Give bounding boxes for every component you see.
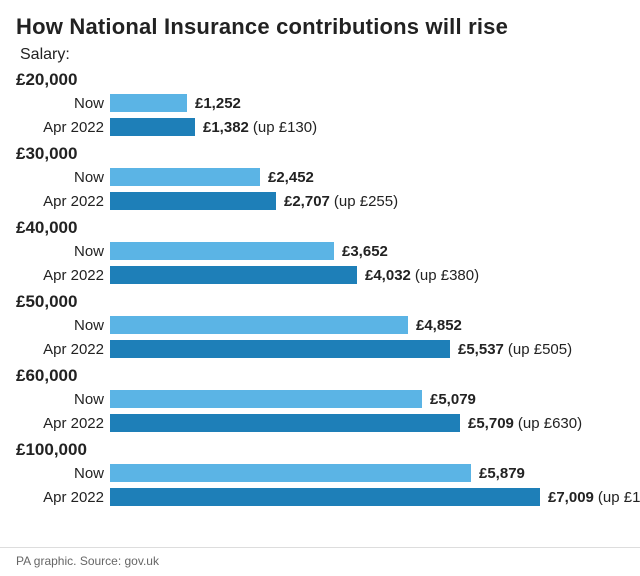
bar-row-now: Now £5,079 bbox=[16, 388, 624, 410]
bar-apr bbox=[110, 340, 450, 358]
period-label-apr: Apr 2022 bbox=[16, 489, 110, 506]
bar-apr bbox=[110, 266, 357, 284]
footer-rule bbox=[0, 547, 640, 548]
value-now: £5,079 bbox=[430, 391, 476, 408]
period-label-apr: Apr 2022 bbox=[16, 119, 110, 136]
bar-now bbox=[110, 316, 408, 334]
bar-now bbox=[110, 168, 260, 186]
salary-heading: £50,000 bbox=[16, 292, 624, 312]
bar-now bbox=[110, 242, 334, 260]
salary-group: £60,000 Now £5,079 Apr 2022 £5,709(up £630) bbox=[16, 366, 624, 434]
increase-label: (up £255) bbox=[334, 193, 398, 210]
value-apr: £2,707 bbox=[284, 193, 330, 210]
bar-row-apr: Apr 2022 £2,707(up £255) bbox=[16, 190, 624, 212]
salary-group: £100,000Now£5,879Apr 2022£7,009(up £1,13… bbox=[16, 440, 624, 508]
bar-apr bbox=[110, 488, 540, 506]
salary-subhead: Salary: bbox=[20, 46, 624, 64]
chart-body: £20,000Now£1,252Apr 2022£1,382(up £130)£… bbox=[16, 70, 624, 508]
period-label-now: Now bbox=[16, 317, 110, 334]
bar-now bbox=[110, 94, 187, 112]
bar-apr bbox=[110, 192, 276, 210]
salary-group: £40,000 Now £3,652 Apr 2022 £4,032(up £380) bbox=[16, 218, 624, 286]
increase-label: (up £630) bbox=[518, 415, 582, 432]
bar-now bbox=[110, 390, 422, 408]
increase-label: (up £130) bbox=[253, 119, 317, 136]
period-label-apr: Apr 2022 bbox=[16, 341, 110, 358]
salary-group: £30,000 Now £2,452 Apr 2022 £2,707(up £255) bbox=[16, 144, 624, 212]
value-apr: £4,032 bbox=[365, 267, 411, 284]
increase-label: (up £380) bbox=[415, 267, 479, 284]
period-label-now: Now bbox=[16, 465, 110, 482]
value-apr: £5,709 bbox=[468, 415, 514, 432]
increase-label: (up £505) bbox=[508, 341, 572, 358]
value-now: £5,879 bbox=[479, 465, 525, 482]
bar-row-apr: Apr 2022£7,009(up £1,130) bbox=[16, 486, 624, 508]
chart-title: How National Insurance contributions wil… bbox=[16, 14, 624, 40]
period-label-now: Now bbox=[16, 391, 110, 408]
bar-row-now: Now £1,252 bbox=[16, 92, 624, 114]
value-now: £4,852 bbox=[416, 317, 462, 334]
value-apr: £5,537 bbox=[458, 341, 504, 358]
bar-row-apr: Apr 2022 £1,382(up £130) bbox=[16, 116, 624, 138]
ni-contributions-chart: How National Insurance contributions wil… bbox=[0, 0, 640, 576]
salary-heading: £40,000 bbox=[16, 218, 624, 238]
value-apr: £7,009 bbox=[548, 489, 594, 506]
period-label-apr: Apr 2022 bbox=[16, 193, 110, 210]
bar-row-apr: Apr 2022 £5,709(up £630) bbox=[16, 412, 624, 434]
bar-now bbox=[110, 464, 471, 482]
period-label-apr: Apr 2022 bbox=[16, 415, 110, 432]
period-label-apr: Apr 2022 bbox=[16, 267, 110, 284]
salary-group: £50,000 Now £4,852 Apr 2022 £5,537(up £505) bbox=[16, 292, 624, 360]
increase-label: (up £1,130) bbox=[598, 489, 640, 506]
salary-group: £20,000 Now £1,252 Apr 2022 £1,382(up £130) bbox=[16, 70, 624, 138]
bar-row-apr: Apr 2022 £5,537(up £505) bbox=[16, 338, 624, 360]
salary-heading: £30,000 bbox=[16, 144, 624, 164]
value-now: £3,652 bbox=[342, 243, 388, 260]
salary-heading: £60,000 bbox=[16, 366, 624, 386]
chart-footer: PA graphic. Source: gov.uk bbox=[16, 554, 159, 568]
period-label-now: Now bbox=[16, 169, 110, 186]
period-label-now: Now bbox=[16, 95, 110, 112]
value-now: £2,452 bbox=[268, 169, 314, 186]
bar-apr bbox=[110, 414, 460, 432]
bar-row-apr: Apr 2022 £4,032(up £380) bbox=[16, 264, 624, 286]
bar-row-now: Now £5,879 bbox=[16, 462, 624, 484]
period-label-now: Now bbox=[16, 243, 110, 260]
salary-heading: £20,000 bbox=[16, 70, 624, 90]
bar-row-now: Now £2,452 bbox=[16, 166, 624, 188]
salary-heading: £100,000 bbox=[16, 440, 624, 460]
value-now: £1,252 bbox=[195, 95, 241, 112]
value-apr: £1,382 bbox=[203, 119, 249, 136]
bar-apr bbox=[110, 118, 195, 136]
bar-row-now: Now £4,852 bbox=[16, 314, 624, 336]
bar-row-now: Now £3,652 bbox=[16, 240, 624, 262]
